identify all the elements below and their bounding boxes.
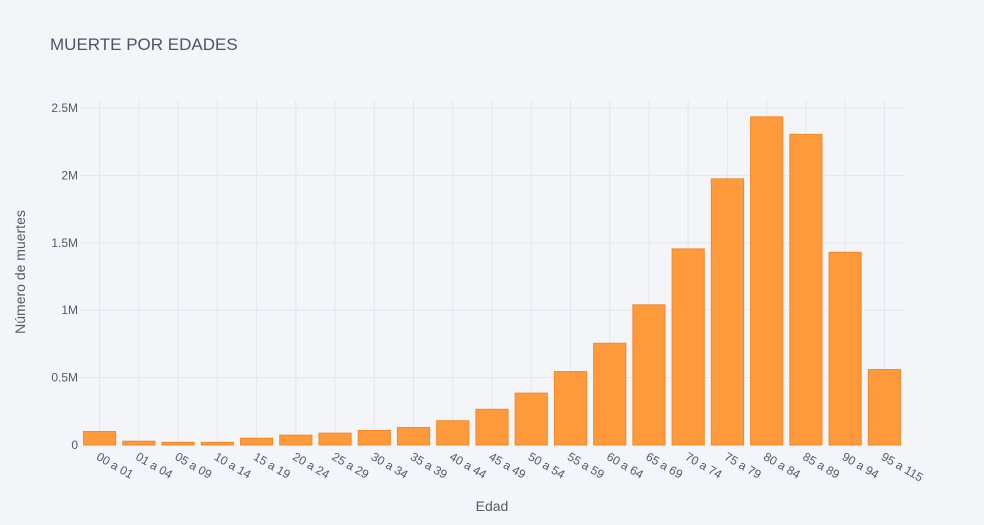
bar bbox=[475, 408, 509, 446]
bar bbox=[396, 426, 431, 446]
x-tick-label: 60 a 64 bbox=[604, 449, 646, 481]
bar bbox=[279, 434, 313, 446]
bar bbox=[671, 248, 705, 446]
y-tick-label: 2.5M bbox=[51, 101, 78, 115]
bar bbox=[867, 369, 901, 446]
x-tick-label: 70 a 74 bbox=[683, 449, 725, 481]
x-tick-label: 05 a 09 bbox=[173, 449, 215, 481]
y-tick-label: 0 bbox=[71, 438, 78, 452]
chart-title: MUERTE POR EDADES bbox=[50, 35, 238, 54]
bars bbox=[83, 116, 901, 446]
x-tick-label: 65 a 69 bbox=[643, 449, 685, 481]
x-tick-label: 55 a 59 bbox=[565, 449, 607, 481]
bar bbox=[122, 440, 156, 446]
x-tick-label: 95 a 115 bbox=[879, 449, 926, 484]
bar bbox=[357, 429, 391, 446]
x-tick-label: 80 a 84 bbox=[761, 449, 803, 481]
x-tick-label: 30 a 34 bbox=[369, 449, 411, 481]
x-tick-label: 45 a 49 bbox=[487, 449, 529, 481]
x-tick-label: 20 a 24 bbox=[290, 449, 332, 481]
x-tick-label: 10 a 14 bbox=[212, 449, 254, 481]
bar bbox=[200, 441, 234, 446]
y-tick-label: 1M bbox=[61, 303, 78, 317]
x-tick-label: 15 a 19 bbox=[251, 449, 293, 481]
bar bbox=[161, 441, 195, 446]
y-axis-ticks: 0 0.5M 1M 1.5M 2M 2.5M bbox=[51, 101, 78, 452]
x-tick-label: 35 a 39 bbox=[408, 449, 450, 481]
y-axis-title: Número de muertes bbox=[12, 210, 28, 334]
bar bbox=[632, 304, 666, 446]
y-tick-label: 2M bbox=[61, 168, 78, 182]
x-tick-label: 01 a 04 bbox=[133, 449, 175, 481]
x-tick-label: 90 a 94 bbox=[840, 449, 882, 481]
bar bbox=[553, 371, 588, 446]
bar bbox=[83, 431, 117, 446]
x-tick-label: 25 a 29 bbox=[330, 449, 372, 481]
bar bbox=[789, 133, 823, 446]
bar bbox=[593, 342, 627, 446]
bar bbox=[239, 437, 274, 446]
x-tick-label: 40 a 44 bbox=[447, 449, 489, 481]
y-tick-label: 0.5M bbox=[51, 371, 78, 385]
bar bbox=[750, 116, 784, 446]
bar bbox=[318, 432, 352, 446]
x-tick-label: 75 a 79 bbox=[722, 449, 764, 481]
x-tick-label: 00 a 01 bbox=[94, 449, 136, 481]
x-tick-label: 85 a 89 bbox=[800, 449, 842, 481]
bar bbox=[828, 251, 862, 446]
bar bbox=[436, 420, 470, 446]
bar bbox=[514, 392, 548, 446]
x-axis-title: Edad bbox=[476, 498, 509, 514]
y-tick-label: 1.5M bbox=[51, 236, 78, 250]
bar bbox=[710, 178, 745, 446]
x-tick-label: 50 a 54 bbox=[526, 449, 568, 481]
